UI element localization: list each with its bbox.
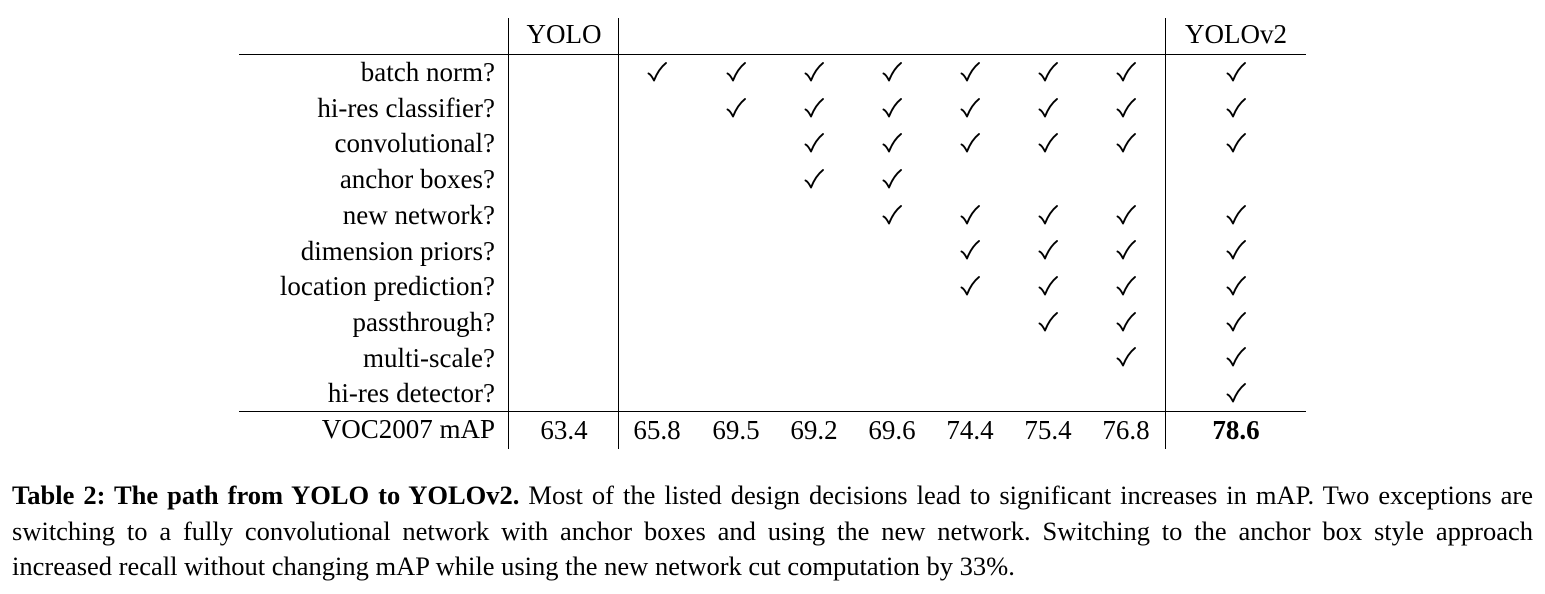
check-mark-icon [1115,346,1137,368]
check-mark-icon [803,61,825,83]
row-label: multi-scale? [363,342,495,373]
check-mark-icon [1115,311,1137,333]
check-mark-icon [1225,204,1247,226]
check-mark-icon [1037,239,1059,261]
check-mark-icon [1037,132,1059,154]
check-mark-icon [725,97,747,119]
row-label: new network? [342,199,495,230]
row-label: dimension priors? [300,235,495,266]
row-label: hi-res classifier? [317,92,495,123]
check-mark-icon [1225,346,1247,368]
row-label: anchor boxes? [339,164,495,195]
map-value: 74.4 [946,415,994,445]
divider-after-labels [508,18,510,449]
check-mark-icon [1225,132,1247,154]
header-yolo: YOLO [526,19,602,49]
row-label: passthrough? [352,306,495,337]
row-label: hi-res detector? [327,378,495,409]
check-mark-icon [881,132,903,154]
map-rule [239,411,1306,413]
header-yolov2: YOLOv2 [1185,19,1287,49]
map-value: 76.8 [1102,415,1150,445]
check-mark-icon [803,97,825,119]
divider-after-yolo [618,18,620,449]
map-value: 69.2 [790,415,838,445]
caption-title: Table 2: The path from YOLO to YOLOv2. [12,480,520,510]
check-mark-icon [646,61,668,83]
check-mark-icon [1115,275,1137,297]
caption-body: Most of the listed design decisions lead… [12,480,1534,581]
map-row-label: VOC2007 mAP [321,414,495,444]
check-mark-icon [803,132,825,154]
map-value: 69.6 [868,415,916,445]
check-mark-icon [1037,311,1059,333]
check-mark-icon [1037,275,1059,297]
check-mark-icon [1225,239,1247,261]
map-value: 75.4 [1024,415,1072,445]
check-mark-icon [1115,132,1137,154]
check-mark-icon [1037,204,1059,226]
check-mark-icon [1225,382,1247,404]
check-mark-icon [881,204,903,226]
map-value: 65.8 [633,415,681,445]
check-mark-icon [1037,61,1059,83]
check-mark-icon [881,97,903,119]
row-label: location prediction? [279,271,495,302]
check-mark-icon [881,168,903,190]
map-value: 63.4 [540,415,588,445]
check-mark-icon [959,204,981,226]
map-value: 78.6 [1212,415,1260,445]
check-mark-icon [959,239,981,261]
row-label: batch norm? [360,57,495,87]
divider-before-yolov2 [1165,18,1167,449]
check-mark-icon [1115,97,1137,119]
check-mark-icon [959,275,981,297]
check-mark-icon [1115,239,1137,261]
check-mark-icon [959,132,981,154]
check-mark-icon [1225,97,1247,119]
table-caption: Table 2: The path from YOLO to YOLOv2. M… [12,478,1533,585]
check-mark-icon [959,61,981,83]
check-mark-icon [1225,311,1247,333]
check-mark-icon [1115,204,1137,226]
header-rule [239,54,1306,56]
check-mark-icon [1225,61,1247,83]
row-label: convolutional? [334,128,495,159]
check-mark-icon [1115,61,1137,83]
results-table: YOLO YOLOv2 batch norm? hi-res classifier… [239,18,1306,449]
check-mark-icon [1037,97,1059,119]
check-mark-icon [1225,275,1247,297]
check-mark-icon [725,61,747,83]
check-mark-icon [803,168,825,190]
check-mark-icon [881,61,903,83]
map-value: 69.5 [712,415,760,445]
check-mark-icon [959,97,981,119]
